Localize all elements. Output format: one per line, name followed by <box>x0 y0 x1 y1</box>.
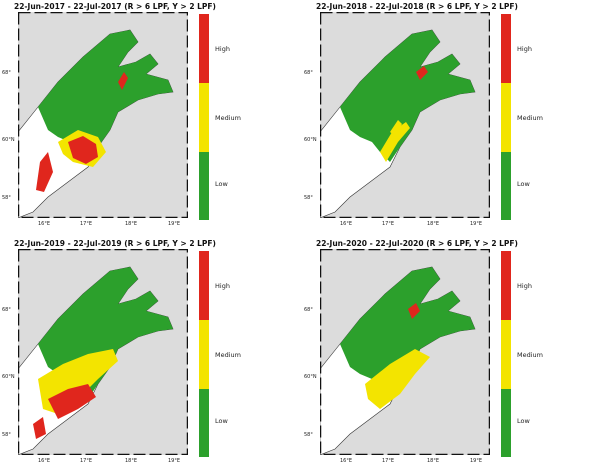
risk-map <box>18 249 188 455</box>
lat-tick: 58° <box>304 195 313 201</box>
risk-legend <box>501 14 511 220</box>
map-panel-2020: 22-Jun-2020 - 22-Jul-2020 (R > 6 LPF, Y … <box>302 237 602 474</box>
lat-tick: 58° <box>304 432 313 438</box>
map-frame <box>320 12 490 218</box>
legend-medium-label: Medium <box>215 114 241 122</box>
lon-tick: 17°E <box>80 458 93 464</box>
lat-tick: 68° <box>304 307 313 313</box>
legend-low-swatch <box>501 152 511 220</box>
lat-tick: 60°N <box>2 137 15 143</box>
panel-title: 22-Jun-2019 - 22-Jul-2019 (R > 6 LPF, Y … <box>14 239 216 248</box>
high-risk-area <box>416 66 428 80</box>
high-risk-area <box>68 136 98 164</box>
lon-tick: 16°E <box>38 221 51 227</box>
legend-medium-swatch <box>501 320 511 389</box>
low-risk-area <box>38 30 173 162</box>
lon-tick: 18°E <box>427 458 440 464</box>
risk-legend <box>199 251 209 457</box>
lon-tick: 17°E <box>382 458 395 464</box>
legend-high-swatch <box>501 14 511 83</box>
legend-medium-swatch <box>501 83 511 152</box>
legend-high-label: High <box>517 282 532 290</box>
map-frame <box>18 12 188 218</box>
legend-medium-swatch <box>199 83 209 152</box>
lat-tick: 68° <box>2 70 11 76</box>
lat-tick: 58° <box>2 195 11 201</box>
legend-low-label: Low <box>215 180 228 188</box>
lon-tick: 19°E <box>168 221 181 227</box>
lon-tick: 19°E <box>168 458 181 464</box>
legend-high-label: High <box>215 45 230 53</box>
lat-tick: 58° <box>2 432 11 438</box>
legend-low-swatch <box>199 389 209 457</box>
legend-high-label: High <box>215 282 230 290</box>
map-panel-2019: 22-Jun-2019 - 22-Jul-2019 (R > 6 LPF, Y … <box>0 237 300 474</box>
risk-map <box>320 12 490 218</box>
lon-tick: 16°E <box>340 221 353 227</box>
legend-medium-swatch <box>199 320 209 389</box>
map-panel-2018: 22-Jun-2018 - 22-Jul-2018 (R > 6 LPF, Y … <box>302 0 602 237</box>
lat-tick: 60°N <box>2 374 15 380</box>
high-risk-area <box>36 152 53 192</box>
legend-low-label: Low <box>215 417 228 425</box>
lon-tick: 19°E <box>470 458 483 464</box>
legend-low-label: Low <box>517 417 530 425</box>
lon-tick: 18°E <box>427 221 440 227</box>
medium-risk-area <box>390 120 402 136</box>
legend-medium-label: Medium <box>215 351 241 359</box>
panel-title: 22-Jun-2020 - 22-Jul-2020 (R > 6 LPF, Y … <box>316 239 518 248</box>
lat-tick: 60°N <box>304 374 317 380</box>
panel-title: 22-Jun-2017 - 22-Jul-2017 (R > 6 LPF, Y … <box>14 2 216 11</box>
risk-legend <box>501 251 511 457</box>
high-risk-area <box>48 384 96 419</box>
high-risk-area <box>33 417 46 439</box>
risk-legend <box>199 14 209 220</box>
lon-tick: 18°E <box>125 458 138 464</box>
low-risk-area <box>340 30 475 162</box>
legend-high-swatch <box>199 251 209 320</box>
legend-low-swatch <box>199 152 209 220</box>
map-frame <box>320 249 490 455</box>
legend-high-swatch <box>501 251 511 320</box>
lat-tick: 68° <box>2 307 11 313</box>
low-risk-area <box>340 267 475 399</box>
risk-map <box>320 249 490 455</box>
medium-risk-area <box>380 122 410 162</box>
legend-high-swatch <box>199 14 209 83</box>
lon-tick: 17°E <box>382 221 395 227</box>
map-panel-2017: 22-Jun-2017 - 22-Jul-2017 (R > 6 LPF, Y … <box>0 0 300 237</box>
lon-tick: 18°E <box>125 221 138 227</box>
legend-low-swatch <box>501 389 511 457</box>
risk-map <box>18 12 188 218</box>
high-risk-area <box>408 303 420 319</box>
lat-tick: 60°N <box>304 137 317 143</box>
medium-risk-area <box>365 349 430 409</box>
lon-tick: 16°E <box>38 458 51 464</box>
lon-tick: 17°E <box>80 221 93 227</box>
lat-tick: 68° <box>304 70 313 76</box>
lon-tick: 16°E <box>340 458 353 464</box>
legend-medium-label: Medium <box>517 351 543 359</box>
panel-title: 22-Jun-2018 - 22-Jul-2018 (R > 6 LPF, Y … <box>316 2 518 11</box>
map-frame <box>18 249 188 455</box>
lon-tick: 19°E <box>470 221 483 227</box>
high-risk-area <box>118 72 128 90</box>
legend-low-label: Low <box>517 180 530 188</box>
legend-high-label: High <box>517 45 532 53</box>
legend-medium-label: Medium <box>517 114 543 122</box>
